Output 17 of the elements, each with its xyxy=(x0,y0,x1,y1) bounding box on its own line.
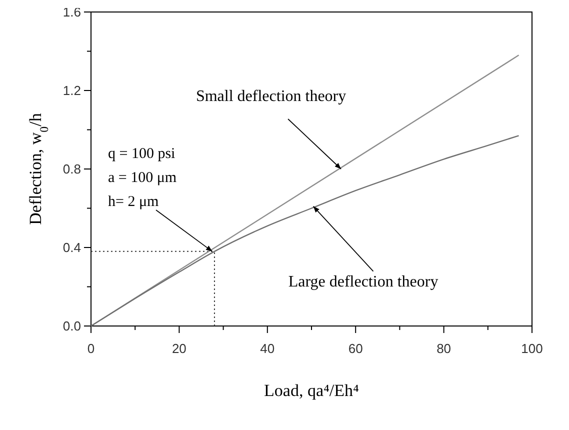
y-tick-label: 1.2 xyxy=(62,83,81,98)
line-series xyxy=(90,135,520,327)
annotation: Large deflection theory xyxy=(288,273,438,290)
x-tick-label: 20 xyxy=(172,341,186,356)
x-tick-label: 60 xyxy=(348,341,363,356)
annotation: h= 2 μm xyxy=(108,194,159,210)
y-tick-label: 0.8 xyxy=(62,162,81,176)
x-tick-label: 40 xyxy=(260,341,275,356)
y-tick-label: 0.4 xyxy=(62,240,81,255)
annotation: Small deflection theory xyxy=(196,88,346,105)
x-tick-label: 0 xyxy=(87,341,95,356)
y-tick-label: 0.0 xyxy=(62,318,81,334)
x-tick-label: 80 xyxy=(436,341,452,356)
annotation: q = 100 psi xyxy=(108,146,176,162)
annotation: a = 100 μm xyxy=(108,170,177,186)
x-tick-label: 100 xyxy=(521,341,543,356)
x-axis-title: Load, qa⁴/Eh⁴ xyxy=(264,381,360,400)
